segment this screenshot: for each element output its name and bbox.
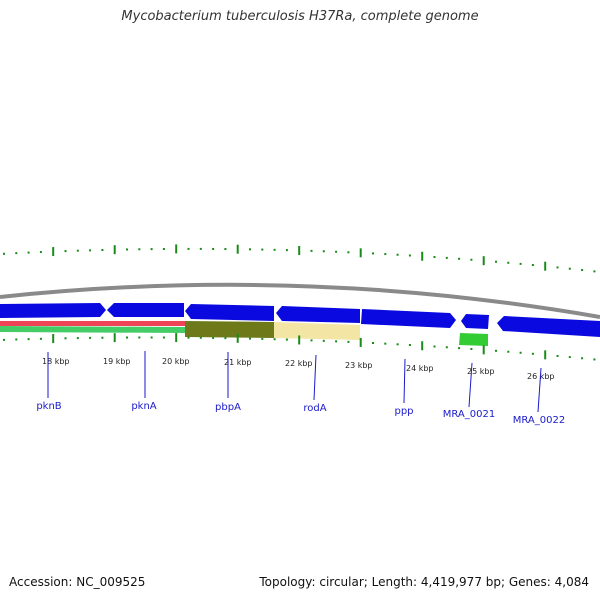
leader-line [537,367,542,413]
gene-label-pbpa[interactable]: pbpA [215,402,241,413]
gene-arrows [0,303,600,346]
gene-label-roda[interactable]: rodA [303,403,326,414]
gene-arrow-ppp[interactable] [361,309,456,328]
gene-arrow-pknb[interactable] [0,303,106,318]
feature-tracks [0,321,360,340]
scale-label: 25 kbp [467,367,495,376]
gene-label-mra0022[interactable]: MRA_0022 [513,415,565,426]
track-olive [185,321,274,338]
gene-labels: pknB pknA pbpA rodA ppp MRA_0021 MRA_002… [36,401,565,426]
scale-label: 19 kbp [103,357,131,366]
accession-text: Accession: NC_009525 [9,575,146,589]
gene-label-ppp[interactable]: ppp [394,406,413,417]
gene-arrow-highlight[interactable] [459,333,488,346]
leader-line [468,362,473,408]
track-green [0,326,185,333]
scale-label: 21 kbp [224,358,252,367]
scale-label: 18 kbp [42,357,70,366]
gene-label-pkna[interactable]: pknA [131,401,156,412]
gene-arrow-mra0022[interactable] [497,316,600,337]
leader-line [403,358,406,404]
leader-line [313,354,317,401]
scale-label: 22 kbp [285,359,313,368]
genome-summary-text: Topology: circular; Length: 4,419,977 bp… [259,575,589,589]
gene-arrow-mra0021[interactable] [461,314,489,329]
gene-arrow-pkna[interactable] [107,303,184,317]
genome-backbone [0,282,600,319]
genome-title: Mycobacterium tuberculosis H37Ra, comple… [121,9,479,24]
inner-tick-arc [3,333,596,361]
track-red [0,321,185,326]
scale-label: 20 kbp [162,357,190,366]
outer-tick-arc [3,244,596,273]
scale-labels: 18 kbp 19 kbp 20 kbp 21 kbp 22 kbp 23 kb… [42,357,555,381]
scale-label: 24 kbp [406,364,434,373]
gene-label-leaders [47,351,542,413]
track-yellow [274,322,360,340]
gene-label-mra0021[interactable]: MRA_0021 [443,409,495,420]
gene-arrow-pbpa[interactable] [185,304,274,321]
gene-label-pknb[interactable]: pknB [36,401,61,412]
scale-label: 23 kbp [345,361,373,370]
gene-arrow-roda[interactable] [276,306,360,323]
